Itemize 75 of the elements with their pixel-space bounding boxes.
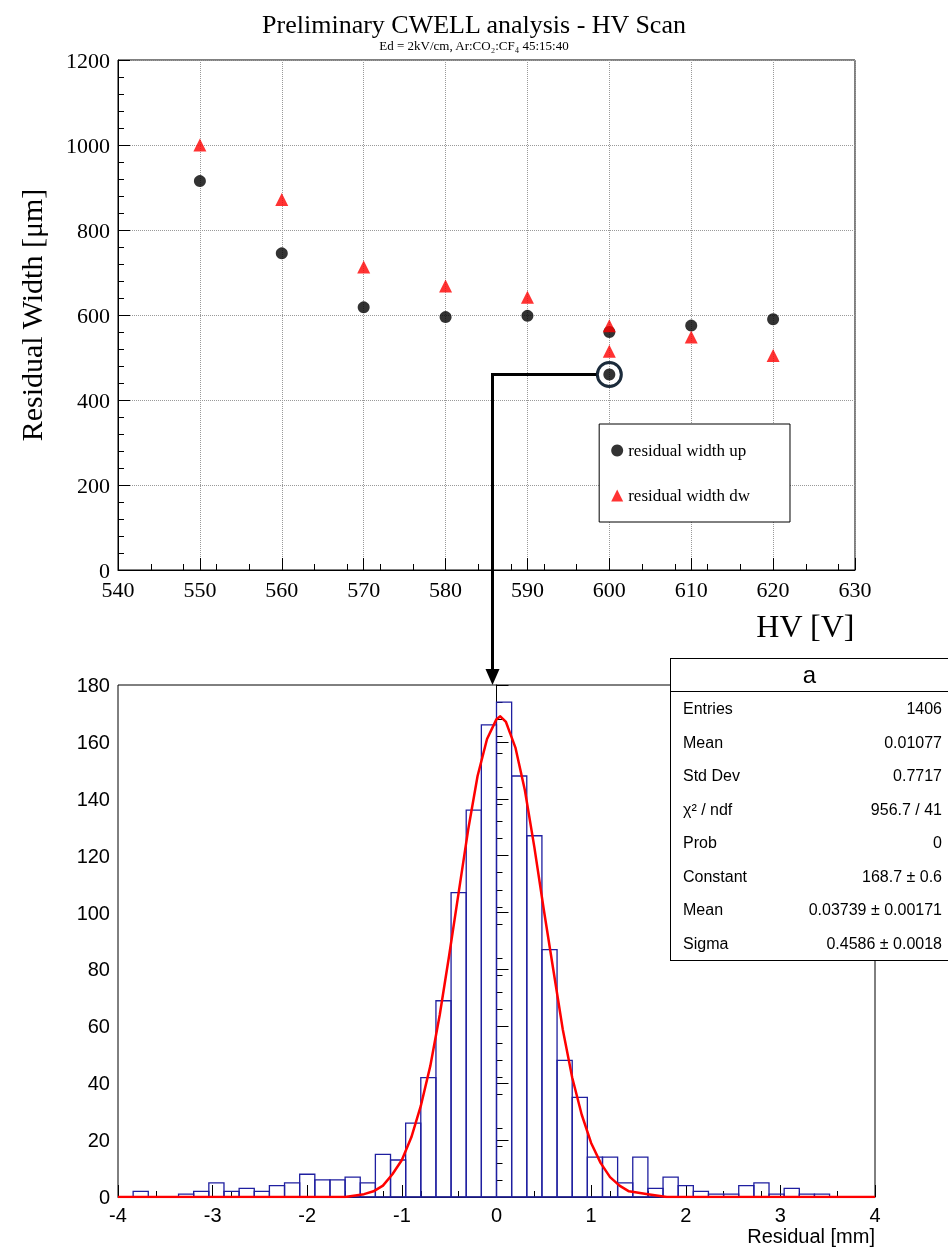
point: [521, 309, 534, 322]
x-axis-title: Residual [mm]: [747, 1225, 875, 1247]
x-tick-label: -2: [298, 1204, 317, 1226]
y-tick-label: 140: [76, 787, 110, 810]
text: 0.01077: [884, 732, 942, 753]
y-tick-label: 20: [87, 1129, 110, 1152]
y-axis-title: Residual Width [μm]: [14, 188, 48, 442]
point: [684, 330, 698, 344]
annotation: a: [671, 659, 948, 692]
annotation: Std Dev: [683, 766, 740, 786]
y-tick-label: 60: [87, 1015, 110, 1038]
x-tick-label: 0: [490, 1204, 503, 1226]
point: [357, 301, 370, 314]
point: [767, 313, 780, 326]
annotation: 0.03739 ± 0.00171: [808, 900, 942, 920]
y-tick-label: 180: [76, 674, 110, 696]
annotation: 956.7 / 41: [870, 799, 942, 820]
point: [439, 311, 452, 324]
point: [520, 290, 534, 304]
point: [357, 260, 371, 274]
y-tick-label: 200: [77, 472, 110, 498]
point: [602, 319, 616, 333]
y-tick-label: 600: [77, 302, 110, 328]
annotation: Sigma: [683, 933, 729, 954]
x-tick-label: 610: [674, 576, 708, 602]
x-tick-label: 620: [756, 576, 790, 602]
x-tick-label: 600: [592, 576, 626, 602]
annotation: Prob: [683, 833, 717, 853]
x-tick-label: -3: [203, 1204, 222, 1226]
y-tick-label: 1000: [66, 132, 110, 158]
text: 0.7717: [893, 766, 942, 786]
y-tick-label: 800: [77, 217, 110, 243]
annotation: Entries: [683, 699, 733, 719]
y-tick-label: 40: [87, 1072, 110, 1095]
x-tick-label: 570: [347, 576, 381, 602]
point: [602, 344, 616, 358]
point: [275, 247, 288, 260]
y-tick-label: 400: [77, 387, 110, 413]
x-tick-label: 3: [774, 1204, 786, 1226]
x-axis-title: HV [V]: [756, 608, 855, 644]
y-tick-label: 80: [87, 958, 110, 981]
x-tick-label: 560: [265, 576, 299, 602]
y-tick-label: 100: [76, 901, 110, 924]
annotation: Mean: [683, 732, 724, 753]
legend-label: residual width up: [628, 441, 747, 460]
y-tick-label: 1200: [66, 47, 110, 73]
y-tick-label: 120: [76, 844, 110, 867]
y-tick-label: 0: [99, 557, 110, 583]
point: [685, 319, 698, 332]
point: [193, 175, 206, 188]
x-tick-label: 580: [429, 576, 463, 602]
annotation: Mean: [683, 900, 724, 920]
x-tick-label: 4: [869, 1204, 881, 1226]
annotation: χ² / ndf: [683, 799, 733, 820]
x-tick-label: 550: [183, 576, 217, 602]
x-tick-label: 2: [680, 1204, 692, 1226]
x-tick-label: -4: [109, 1204, 127, 1226]
x-tick-label: 630: [838, 576, 872, 602]
annotation: 0.4586 ± 0.0018: [826, 933, 942, 954]
legend-label: residual width dw: [628, 486, 751, 505]
point: [193, 138, 207, 152]
point: [766, 348, 780, 362]
annotation: 168.7 ± 0.6: [862, 866, 942, 887]
point: [439, 279, 453, 293]
y-tick-label: 0: [98, 1186, 110, 1208]
x-tick-label: 1: [585, 1204, 597, 1226]
text: 1406: [906, 699, 942, 719]
point: [275, 192, 289, 206]
x-tick-label: -1: [392, 1204, 411, 1226]
chart-subtitle: Ed = 2kV/cm, Ar:CO₂:CF₄ 45:15:40: [379, 38, 569, 53]
text: 0: [933, 833, 942, 853]
y-tick-label: 160: [76, 730, 110, 753]
x-tick-label: 590: [510, 576, 544, 602]
chart-title: Preliminary CWELL analysis - HV Scan: [262, 9, 686, 39]
annotation: Constant: [683, 866, 748, 887]
